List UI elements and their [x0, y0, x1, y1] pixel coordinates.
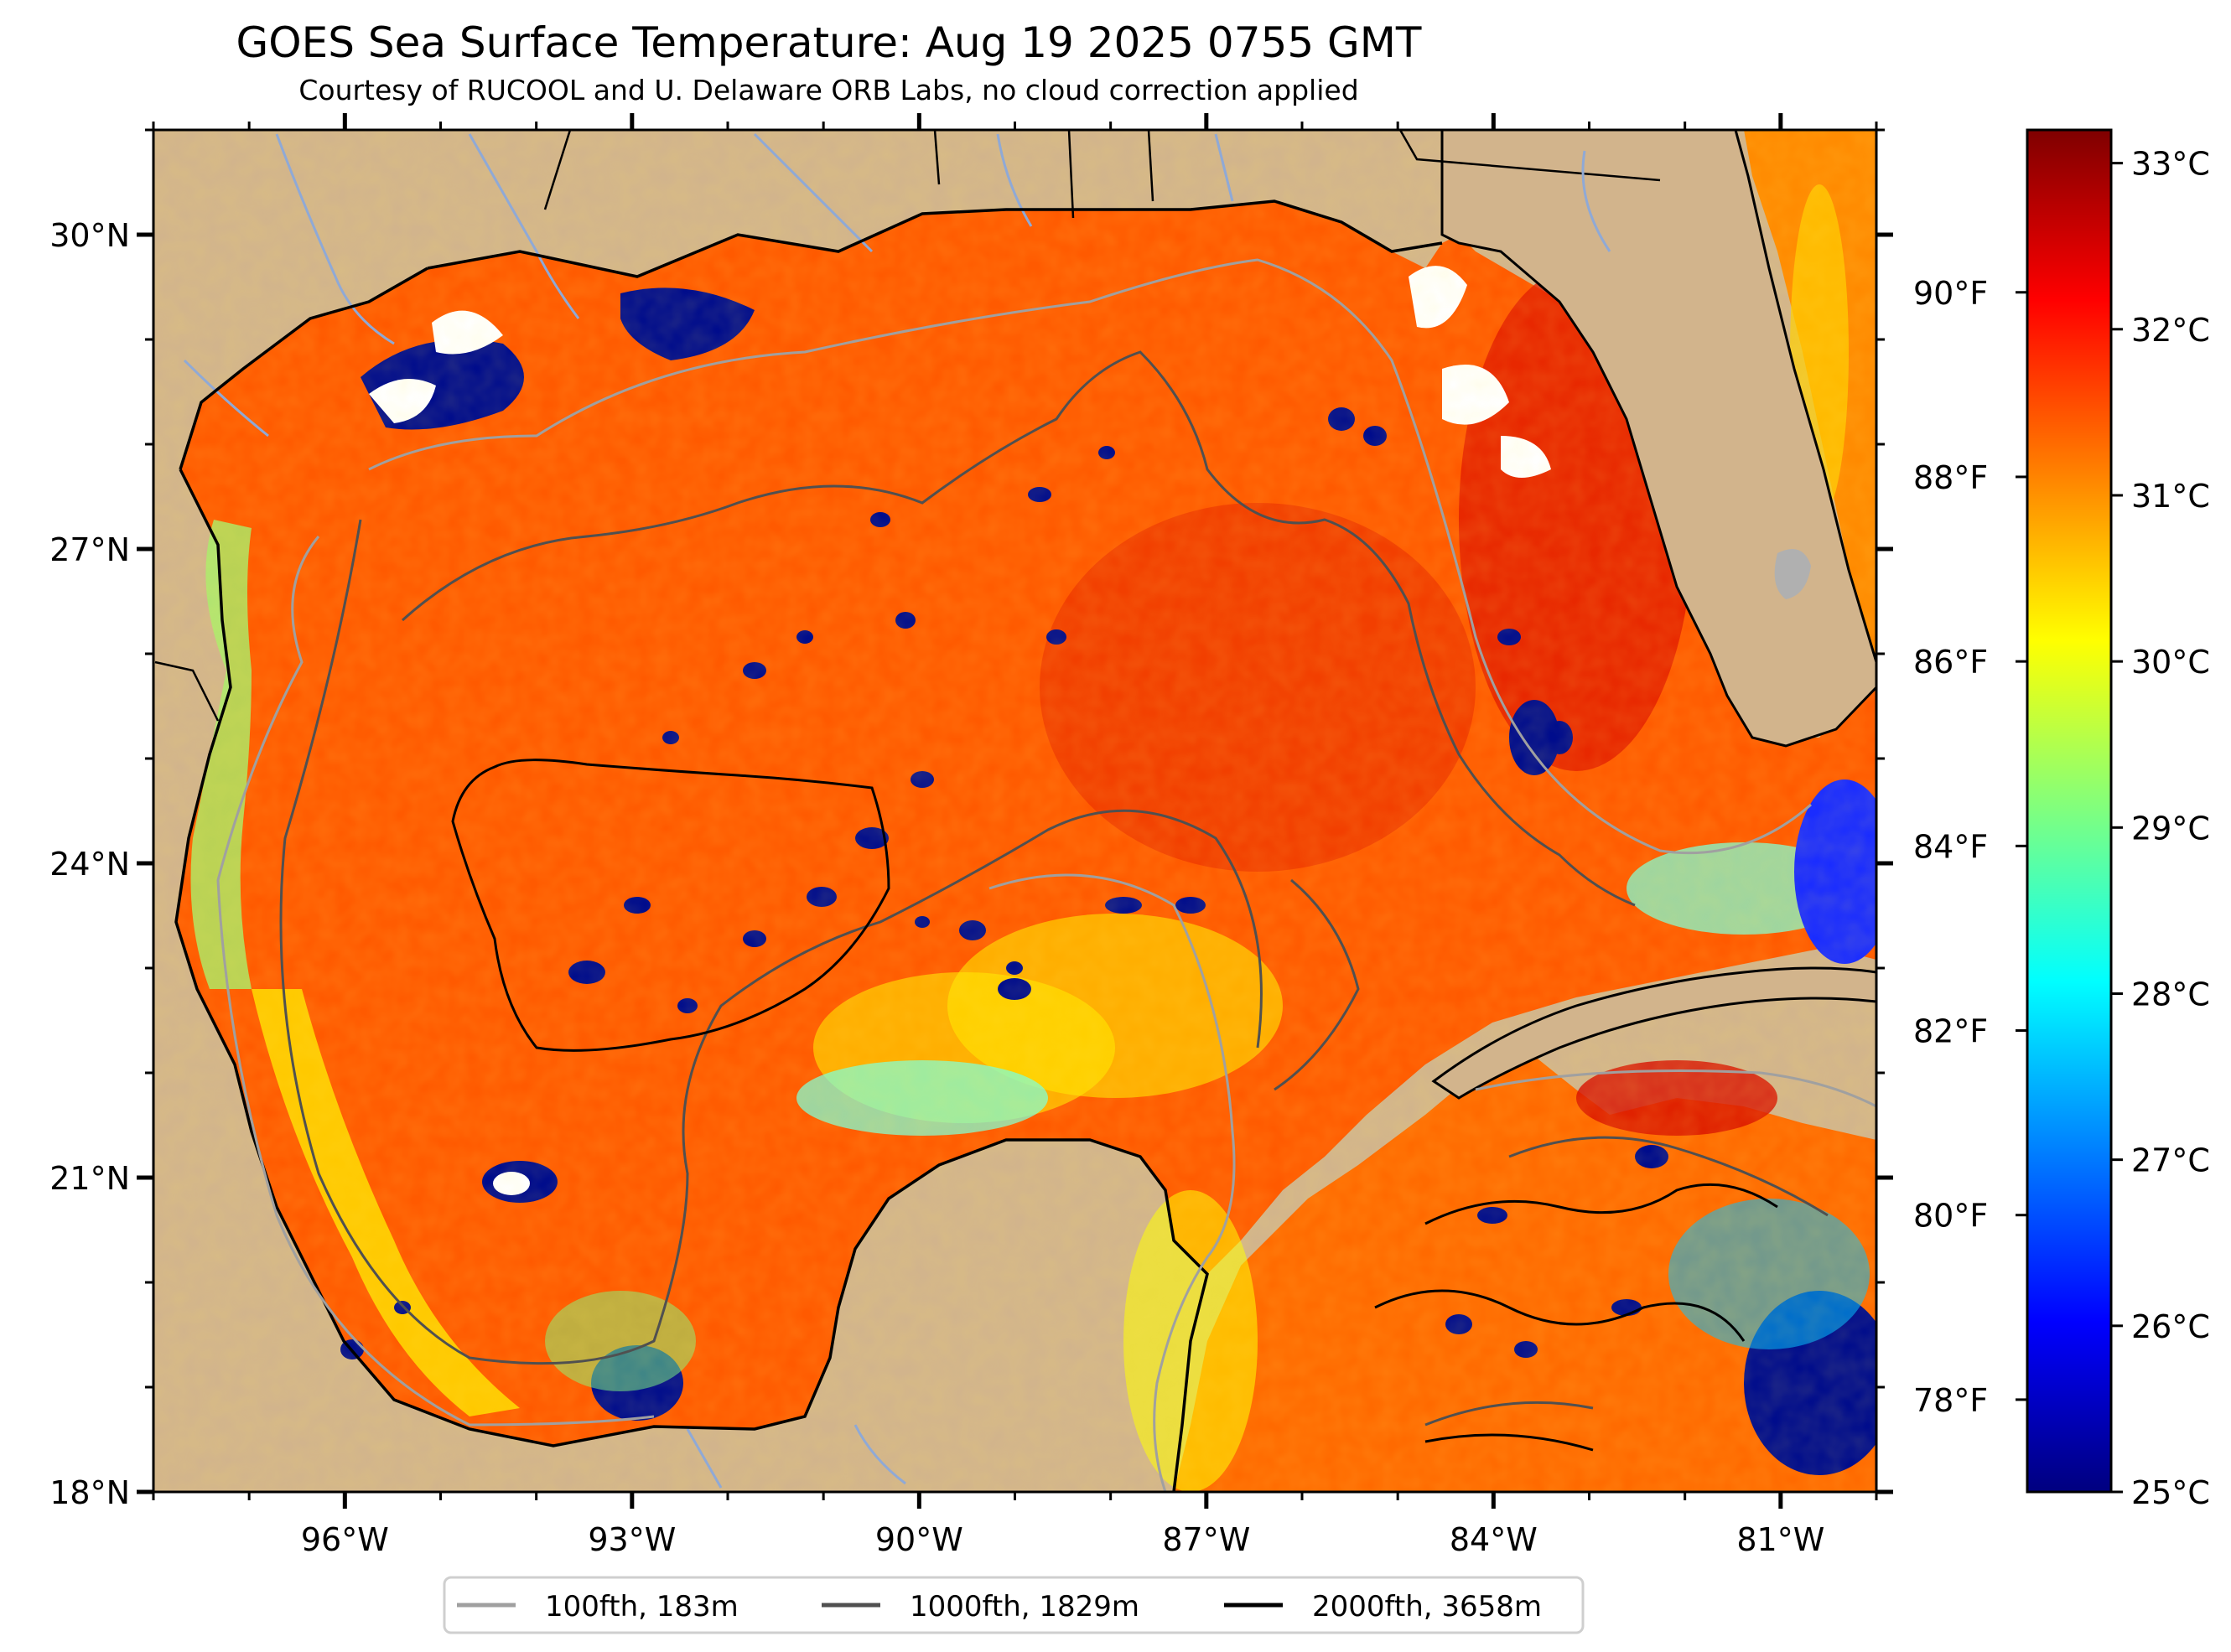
lon-tick-label: 93°W	[588, 1521, 676, 1558]
legend-label: 1000fth, 1829m	[910, 1590, 1139, 1624]
lon-tick-label: 81°W	[1736, 1521, 1824, 1558]
colorbar	[2026, 128, 2113, 1494]
fahrenheit-tick-label: 84°F	[1913, 828, 1988, 865]
lake-okeechobee	[1774, 549, 1811, 599]
lon-tick-label: 87°W	[1162, 1521, 1250, 1558]
fahrenheit-tick-label: 90°F	[1913, 275, 1988, 312]
legend-label: 2000fth, 3658m	[1312, 1590, 1542, 1624]
legend-items: 100fth, 183m 1000fth, 1829m 2000fth, 3658m	[457, 1590, 1542, 1624]
contour-2000fth	[451, 759, 1778, 1452]
map-axes: 30°N 27°N 24°N 21°N 18°N 96°W 93°W 90°W 87°W 84°W…	[49, 113, 1893, 1558]
figure-subtitle: Courtesy of RUCOOL and U. Delaware ORB L…	[298, 74, 1359, 106]
lat-tick-label: 18°N	[49, 1474, 130, 1511]
legend-label: 100fth, 183m	[545, 1590, 739, 1624]
lon-tick-label: 96°W	[301, 1521, 389, 1558]
colorbar-tick-label: 32°C	[2131, 312, 2210, 349]
florida-peninsula	[1440, 130, 1876, 748]
coastline	[174, 199, 1443, 1492]
colorbar-tick-label: 31°C	[2131, 478, 2210, 515]
lat-tick-label: 21°N	[49, 1160, 130, 1197]
legend: 100fth, 183m 1000fth, 1829m 2000fth, 3658m	[443, 1576, 1585, 1634]
rivers	[183, 132, 1611, 1489]
lon-tick-label: 84°W	[1450, 1521, 1538, 1558]
lat-tick-label: 24°N	[49, 846, 130, 883]
contour-100fth	[216, 258, 1876, 1492]
lon-tick-label: 90°W	[875, 1521, 963, 1558]
figure-title: GOES Sea Surface Temperature: Aug 19 202…	[236, 18, 1422, 67]
colorbar-tick-label: 25°C	[2131, 1474, 2210, 1511]
legend-box	[443, 1576, 1585, 1634]
fahrenheit-tick-label: 80°F	[1913, 1198, 1988, 1235]
colorbar-tick-label: 26°C	[2131, 1308, 2210, 1345]
colorbar-tick-label: 33°C	[2131, 146, 2210, 183]
fahrenheit-tick-label: 82°F	[1913, 1013, 1988, 1050]
colorbar-tick-label: 28°C	[2131, 976, 2210, 1012]
colorbar-axis: 33°C 32°C 31°C 30°C 29°C 28°C 27°C 26°C 25°C 90°F…	[1913, 146, 2210, 1511]
fahrenheit-tick-label: 86°F	[1913, 644, 1988, 681]
contour-1000fth	[279, 350, 1829, 1427]
cuba-landmass	[1431, 966, 1876, 1100]
fahrenheit-tick-label: 88°F	[1913, 459, 1988, 496]
colorbar-tick-label: 30°C	[2131, 644, 2210, 681]
colorbar-tick-label: 27°C	[2131, 1142, 2210, 1179]
lat-tick-label: 27°N	[49, 531, 130, 568]
state-boundaries	[154, 130, 1661, 722]
lat-tick-label: 30°N	[49, 217, 130, 254]
map-area	[153, 130, 1876, 1492]
colorbar-tick-label: 29°C	[2131, 810, 2210, 847]
fahrenheit-tick-label: 78°F	[1913, 1382, 1988, 1419]
